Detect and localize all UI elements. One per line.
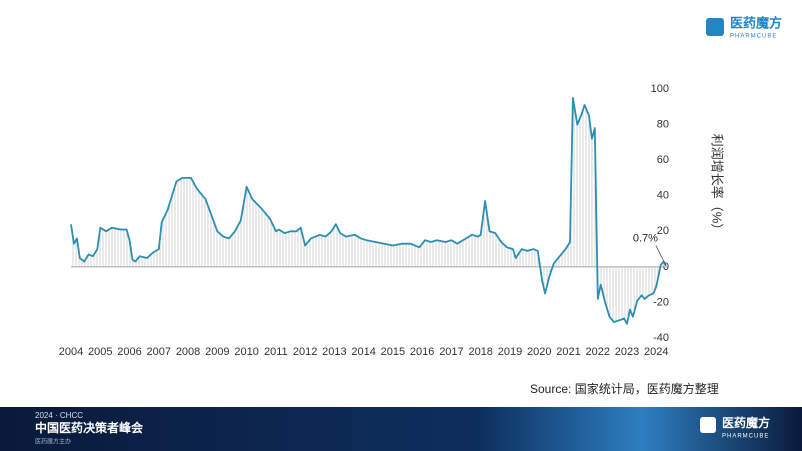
y-tick-label: 20 bbox=[657, 225, 669, 237]
y-tick-label: -40 bbox=[653, 332, 669, 344]
line bbox=[70, 97, 667, 325]
x-tick-label: 2005 bbox=[88, 346, 112, 358]
x-tick-label: 2013 bbox=[322, 346, 346, 358]
source: Source: 国家统计局，医药魔方整理 bbox=[530, 381, 719, 396]
footer-event: 2024 · CHCC bbox=[35, 411, 83, 420]
x-tick-label: 2022 bbox=[586, 346, 610, 358]
brand-en: PHARMCUBE bbox=[730, 34, 777, 40]
x-tick-label: 2019 bbox=[498, 346, 522, 358]
x-tick-label: 2009 bbox=[205, 346, 229, 358]
x-tick-label: 2020 bbox=[527, 346, 551, 358]
y-tick-label: 80 bbox=[657, 118, 669, 130]
x-tick-label: 2012 bbox=[293, 346, 317, 358]
y-tick-label: 100 bbox=[651, 83, 669, 95]
footer-band bbox=[0, 407, 802, 451]
y-tick-label: 60 bbox=[657, 154, 669, 166]
footer-logo-icon bbox=[700, 417, 716, 433]
y-tick-label: -20 bbox=[653, 296, 669, 308]
logo-icon bbox=[706, 18, 724, 36]
brand: 医药魔方 bbox=[730, 15, 782, 30]
x-tick-label: 2017 bbox=[439, 346, 463, 358]
footer-title: 中国医药决策者峰会 bbox=[35, 420, 144, 435]
x-tick-label: 2011 bbox=[264, 346, 288, 358]
x-tick-label: 2007 bbox=[147, 346, 171, 358]
x-tick-label: 2018 bbox=[468, 346, 492, 358]
annotation: 0.7% bbox=[633, 233, 658, 245]
x-tick-label: 2004 bbox=[59, 346, 83, 358]
footer-subtitle: 医药魔方主办 bbox=[35, 438, 71, 446]
x-tick-label: 2014 bbox=[351, 346, 375, 358]
footer-brand-en: PHARMCUBE bbox=[722, 434, 769, 440]
x-tick-label: 2023 bbox=[615, 346, 639, 358]
x-tick-label: 2021 bbox=[556, 346, 580, 358]
x-tick-label: 2015 bbox=[381, 346, 405, 358]
plot: -40-200204060801002004200520062007200820… bbox=[59, 83, 669, 358]
x-tick-label: 2008 bbox=[176, 346, 200, 358]
x-tick-label: 2006 bbox=[117, 346, 141, 358]
header-logo: 医药魔方 PHARMCUBE bbox=[706, 15, 782, 40]
footer: 2024 · CHCC 中国医药决策者峰会 医药魔方主办 医药魔方 PHARMC… bbox=[0, 407, 802, 451]
annotation-leader bbox=[655, 245, 667, 266]
x-tick-label: 2016 bbox=[410, 346, 434, 358]
x-tick-label: 2010 bbox=[234, 346, 258, 358]
y-axis-title: 利润增长率（%） bbox=[710, 134, 725, 237]
drop-area bbox=[71, 97, 666, 324]
footer-brand: 医药魔方 bbox=[722, 415, 770, 430]
y-tick-label: 40 bbox=[657, 190, 669, 202]
x-tick-label: 2024 bbox=[644, 346, 668, 358]
